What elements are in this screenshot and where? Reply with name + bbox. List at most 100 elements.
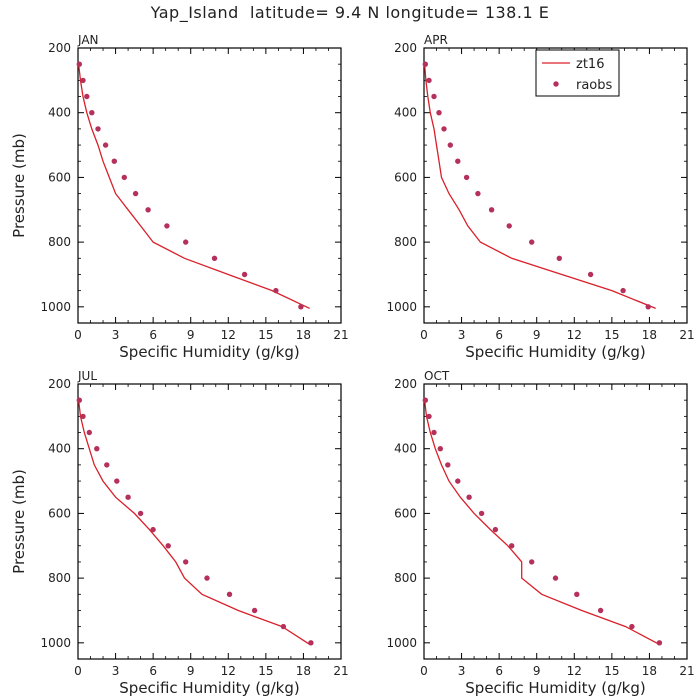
x-tick-label: 3 [458, 328, 466, 342]
data-point-raobs [165, 543, 171, 549]
data-point-raobs [183, 239, 189, 245]
x-tick-label: 9 [187, 664, 195, 678]
y-tick-label: 600 [48, 170, 71, 184]
data-point-raobs [492, 526, 499, 533]
data-point-raobs [251, 607, 258, 614]
data-point-raobs [529, 559, 535, 565]
y-tick-label: 200 [48, 41, 71, 55]
x-tick-label: 21 [679, 328, 694, 342]
data-point-raobs [574, 591, 580, 597]
data-point-raobs [645, 304, 651, 310]
data-point-raobs [422, 61, 428, 67]
series-line-zt16 [423, 64, 656, 310]
x-tick-label: 3 [112, 328, 120, 342]
data-point-raobs [150, 526, 156, 533]
y-tick-label: 600 [394, 170, 417, 184]
x-tick-label: 3 [458, 664, 466, 678]
data-point-raobs [455, 158, 461, 164]
y-tick-label: 800 [394, 235, 417, 249]
x-tick-label: 3 [112, 664, 120, 678]
x-tick-label: 6 [495, 664, 503, 678]
data-point-raobs [111, 158, 118, 164]
data-point-raobs [488, 207, 495, 213]
data-point-raobs [241, 271, 248, 278]
data-point-raobs [76, 397, 83, 403]
x-tick-label: 12 [567, 328, 582, 342]
data-point-raobs [597, 607, 604, 614]
data-point-raobs [463, 174, 470, 181]
data-point-raobs [164, 223, 170, 229]
data-point-raobs [436, 110, 442, 116]
x-tick-label: 12 [567, 664, 582, 678]
data-point-raobs [426, 77, 432, 84]
x-tick-label: 18 [296, 664, 311, 678]
panel-label: JAN [77, 33, 99, 47]
y-tick-label: 400 [48, 106, 71, 120]
panel-oct: 0 3 6 9 12 15 18 21 200 400 600 800 1000 Specific Hum… [386, 369, 694, 697]
x-tick-label: 0 [74, 664, 82, 678]
y-tick-label: 400 [48, 442, 71, 456]
data-point-raobs [529, 239, 535, 245]
x-tick-label: 15 [258, 328, 273, 342]
data-point-raobs [431, 429, 437, 436]
data-point-raobs [76, 61, 83, 67]
y-tick-label: 800 [48, 571, 71, 585]
x-tick-label: 12 [221, 328, 236, 342]
data-point-raobs [89, 110, 95, 116]
x-tick-label: 9 [533, 328, 541, 342]
legend-marker-swatch [553, 81, 559, 87]
data-point-raobs [145, 207, 151, 213]
data-point-raobs [509, 543, 515, 549]
plot-frame [423, 383, 688, 660]
series-line-zt16 [77, 400, 311, 645]
data-point-raobs [422, 397, 428, 403]
data-point-raobs [431, 93, 437, 100]
x-tick-label: 21 [333, 328, 348, 342]
y-tick-label: 800 [48, 235, 71, 249]
data-point-raobs [466, 494, 472, 500]
data-point-raobs [125, 494, 131, 500]
x-tick-label: 18 [296, 328, 311, 342]
data-point-raobs [620, 287, 626, 294]
y-tick-label: 800 [394, 571, 417, 585]
x-tick-label: 15 [258, 664, 273, 678]
x-tick-label: 15 [604, 664, 619, 678]
y-tick-label: 600 [394, 506, 417, 520]
data-point-raobs [132, 190, 139, 197]
page-title: Yap_Island latitude= 9.4 N longitude= 13… [150, 3, 550, 22]
x-tick-label: 21 [679, 664, 694, 678]
x-tick-label: 12 [221, 664, 236, 678]
panel-label: JUL [77, 369, 97, 383]
y-axis-label: Pressure (mb) [10, 133, 28, 238]
y-axis-label: Pressure (mb) [10, 469, 28, 574]
series-line-zt16 [423, 400, 660, 645]
data-point-raobs [183, 559, 189, 565]
x-tick-label: 18 [642, 664, 657, 678]
data-point-raobs [445, 462, 451, 468]
data-point-raobs [437, 446, 443, 452]
y-tick-label: 1000 [386, 636, 417, 650]
plot-frame [77, 383, 342, 660]
y-tick-label: 200 [394, 377, 417, 391]
data-point-raobs [506, 223, 512, 229]
x-tick-label: 6 [495, 328, 503, 342]
x-tick-label: 15 [604, 328, 619, 342]
x-axis-label: Specific Humidity (g/kg) [119, 679, 299, 697]
data-point-raobs [475, 190, 481, 197]
data-point-raobs [587, 271, 594, 278]
y-tick-label: 1000 [40, 300, 71, 314]
y-tick-label: 1000 [40, 636, 71, 650]
x-axis-label: Specific Humidity (g/kg) [119, 343, 299, 361]
data-point-raobs [86, 429, 93, 436]
data-point-raobs [80, 77, 86, 84]
data-point-raobs [211, 255, 218, 261]
data-point-raobs [204, 575, 210, 581]
legend-label: zt16 [576, 57, 604, 72]
data-point-raobs [629, 623, 635, 630]
x-tick-label: 6 [149, 664, 157, 678]
data-point-raobs [102, 142, 109, 148]
data-point-raobs [114, 478, 120, 484]
data-point-raobs [280, 623, 287, 630]
y-tick-label: 400 [394, 442, 417, 456]
